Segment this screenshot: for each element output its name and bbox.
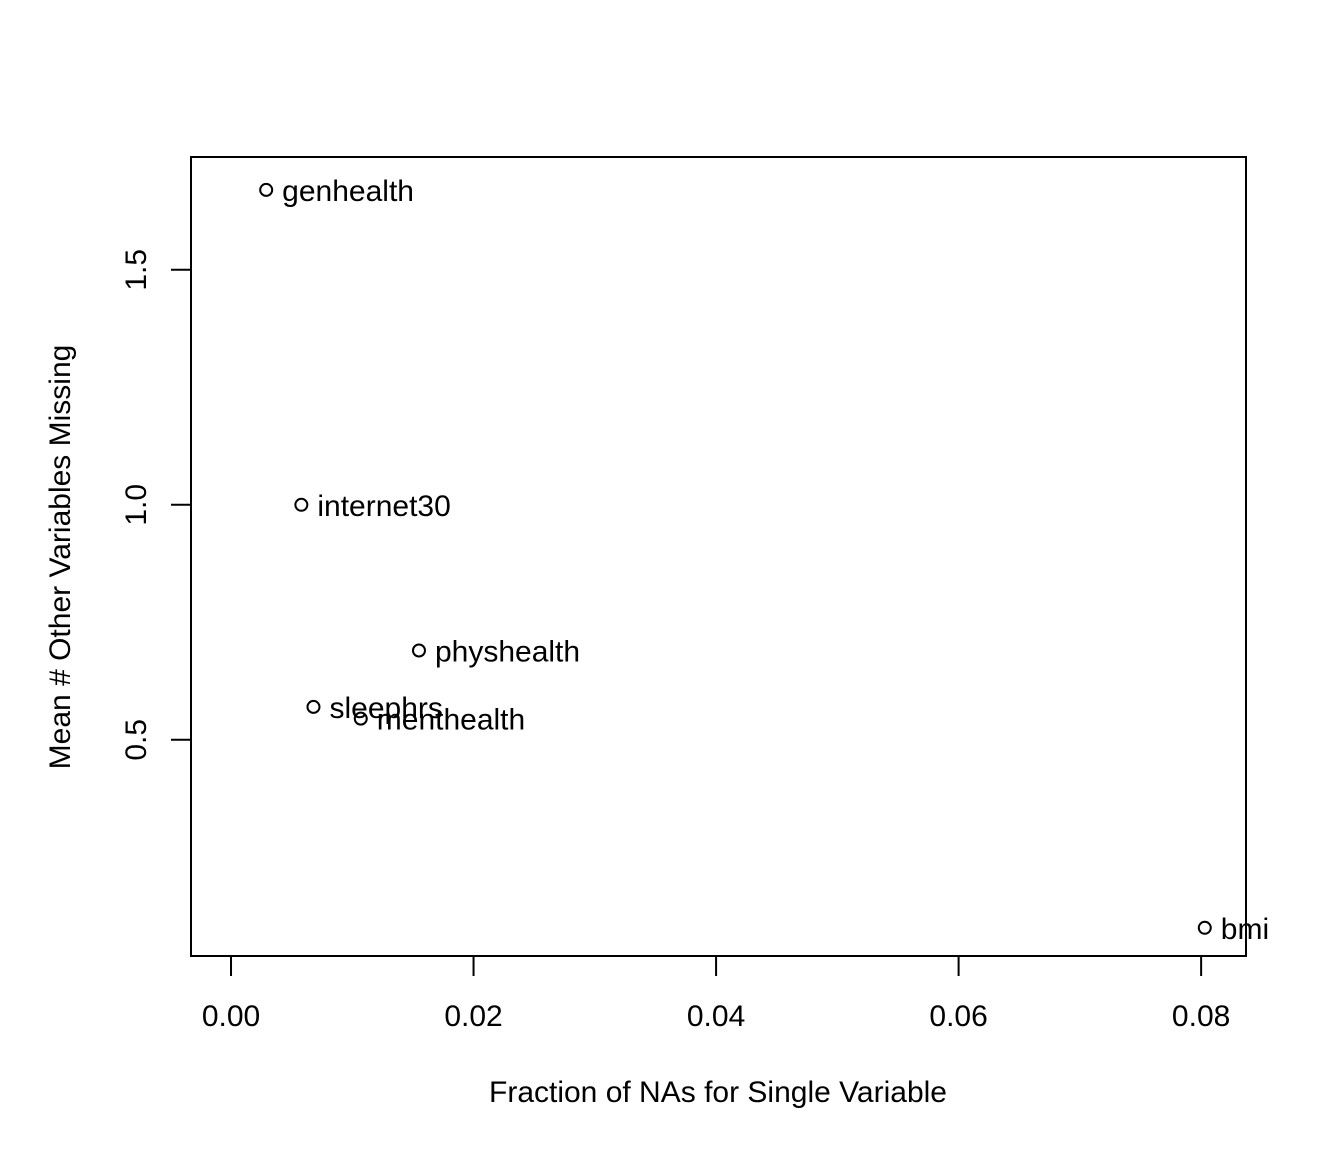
y-axis: 0.5 1.0 1.5 (120, 249, 192, 761)
x-tick-label: 0.04 (687, 1000, 745, 1033)
x-tick-label: 0.08 (1172, 1000, 1230, 1033)
point-label: sleephrs (329, 692, 442, 725)
y-tick-label: 1.5 (120, 249, 153, 291)
data-point (411, 643, 426, 658)
x-axis-title: Fraction of NAs for Single Variable (489, 1076, 947, 1109)
data-point (353, 711, 368, 726)
plot-frame (190, 156, 1247, 957)
x-axis: 0.00 0.02 0.04 0.06 0.08 (202, 955, 1230, 1033)
y-tick-label: 0.5 (120, 719, 153, 761)
data-point (1197, 920, 1212, 935)
y-tick-label: 1.0 (120, 484, 153, 526)
point-label: bmi (1221, 913, 1269, 946)
data-point (294, 497, 309, 512)
data-point (306, 699, 321, 714)
point-label: internet30 (317, 490, 450, 523)
data-point (259, 182, 274, 197)
point-label: physhealth (435, 636, 580, 669)
y-axis-title: Mean # Other Variables Missing (44, 345, 77, 770)
x-tick-label: 0.00 (202, 1000, 260, 1033)
point-label: menthealth (377, 704, 525, 737)
x-tick-label: 0.02 (444, 1000, 502, 1033)
x-tick-label: 0.06 (929, 1000, 987, 1033)
point-label: genhealth (282, 175, 414, 208)
data-points: genhealth internet30 physhealth sleephrsmen… (259, 175, 1269, 946)
